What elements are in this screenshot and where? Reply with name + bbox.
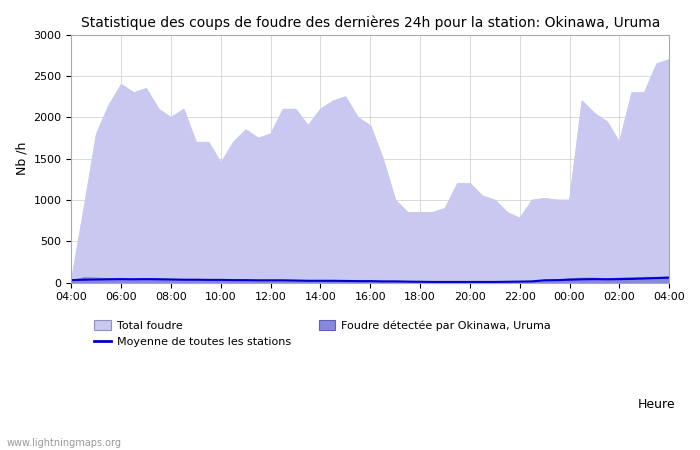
Legend: Total foudre, Moyenne de toutes les stations, Foudre détectée par Okinawa, Uruma: Total foudre, Moyenne de toutes les stat…: [90, 315, 555, 351]
Y-axis label: Nb /h: Nb /h: [15, 142, 28, 176]
Text: Heure: Heure: [638, 398, 676, 411]
Title: Statistique des coups de foudre des dernières 24h pour la station: Okinawa, Urum: Statistique des coups de foudre des dern…: [80, 15, 660, 30]
Text: www.lightningmaps.org: www.lightningmaps.org: [7, 438, 122, 448]
